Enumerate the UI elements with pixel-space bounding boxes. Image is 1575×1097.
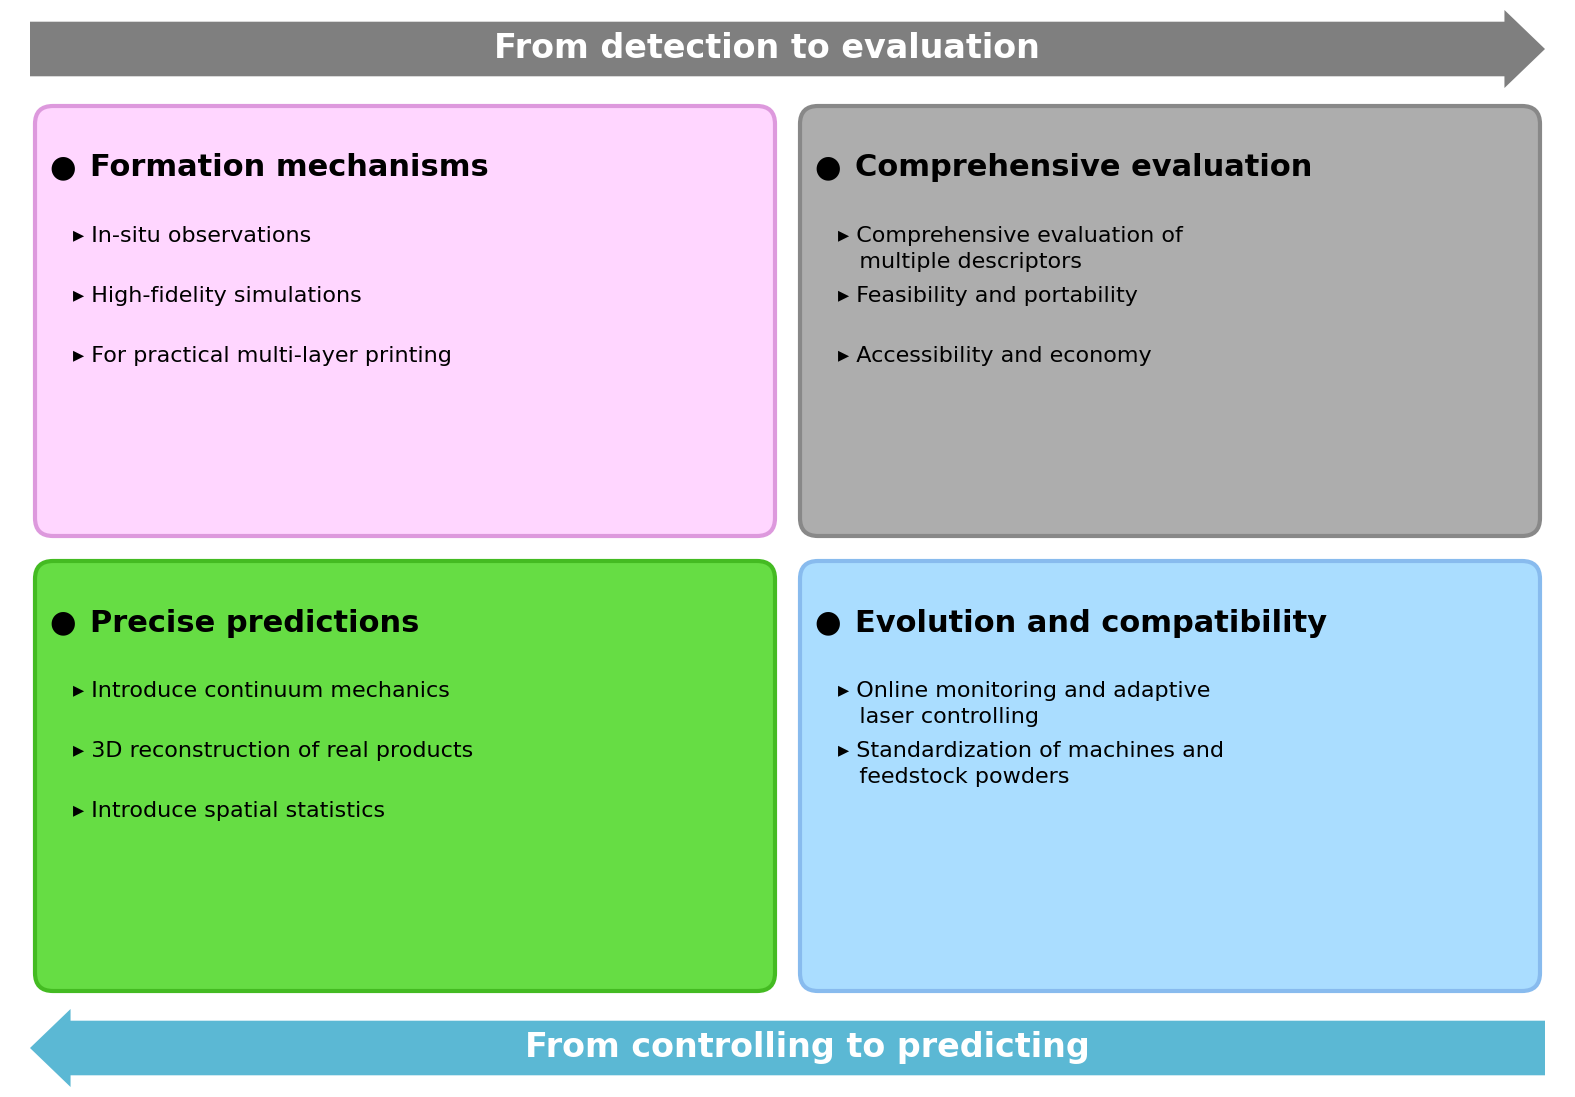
Text: ●: ● (814, 154, 841, 182)
Text: Formation mechanisms: Formation mechanisms (90, 154, 488, 182)
Text: ●: ● (814, 609, 841, 637)
Text: ▸ For practical multi-layer printing: ▸ For practical multi-layer printing (72, 346, 452, 365)
Text: ▸ 3D reconstruction of real products: ▸ 3D reconstruction of real products (72, 740, 472, 761)
Text: ▸ In-situ observations: ▸ In-situ observations (72, 226, 312, 246)
Polygon shape (30, 10, 1545, 88)
Text: ▸ Feasibility and portability: ▸ Feasibility and portability (838, 286, 1137, 306)
FancyBboxPatch shape (35, 561, 775, 991)
Text: From controlling to predicting: From controlling to predicting (526, 1031, 1090, 1064)
FancyBboxPatch shape (35, 106, 775, 536)
Text: Comprehensive evaluation: Comprehensive evaluation (855, 154, 1312, 182)
Text: Evolution and compatibility: Evolution and compatibility (855, 609, 1328, 637)
Text: ▸ Accessibility and economy: ▸ Accessibility and economy (838, 346, 1151, 365)
Text: ▸ Online monitoring and adaptive
   laser controlling: ▸ Online monitoring and adaptive laser c… (838, 681, 1210, 727)
Text: ●: ● (50, 154, 76, 182)
Text: From detection to evaluation: From detection to evaluation (495, 33, 1040, 66)
Text: ▸ High-fidelity simulations: ▸ High-fidelity simulations (72, 286, 362, 306)
Text: ▸ Introduce spatial statistics: ▸ Introduce spatial statistics (72, 801, 386, 821)
Text: ▸ Comprehensive evaluation of
   multiple descriptors: ▸ Comprehensive evaluation of multiple d… (838, 226, 1183, 272)
Text: ▸ Introduce continuum mechanics: ▸ Introduce continuum mechanics (72, 681, 450, 701)
FancyBboxPatch shape (800, 106, 1540, 536)
Text: Precise predictions: Precise predictions (90, 609, 419, 637)
Polygon shape (30, 1009, 1545, 1087)
Text: ▸ Standardization of machines and
   feedstock powders: ▸ Standardization of machines and feedst… (838, 740, 1224, 788)
Text: ●: ● (50, 609, 76, 637)
FancyBboxPatch shape (800, 561, 1540, 991)
